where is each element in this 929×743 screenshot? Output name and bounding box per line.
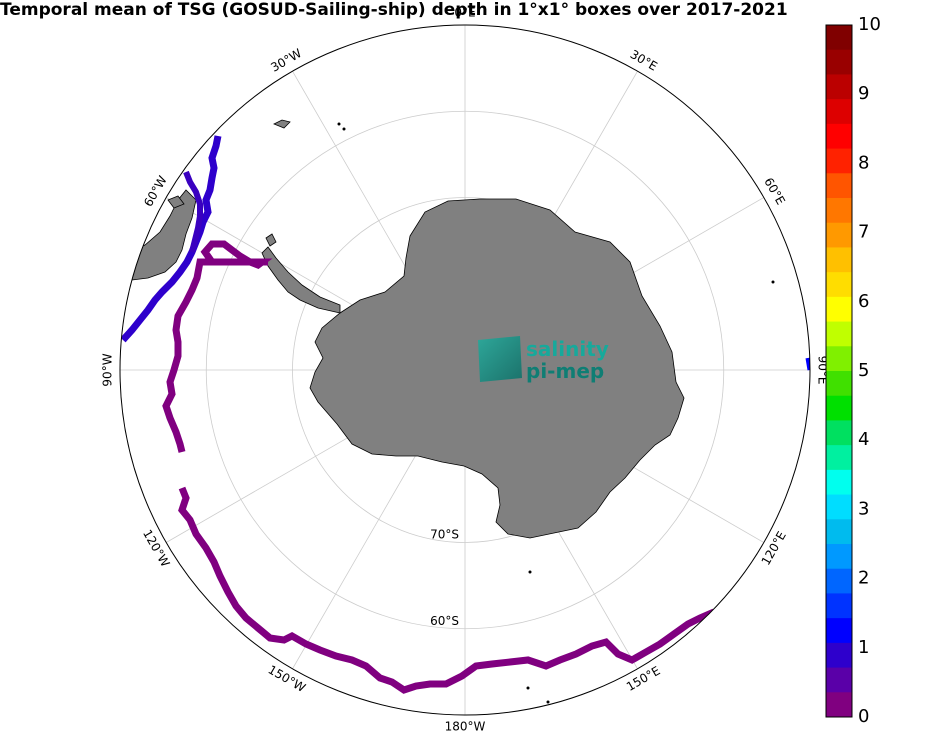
- colorbar-segment: [826, 667, 852, 693]
- south-georgia: [273, 119, 291, 129]
- colorbar-segment: [826, 395, 852, 421]
- logo-text-salinity: salinity: [526, 337, 609, 361]
- colorbar-segment: [826, 494, 852, 520]
- sandwich-island-dot: [342, 127, 346, 131]
- colorbar-segment: [826, 222, 852, 248]
- colorbar-segment: [826, 544, 852, 570]
- meridian-label-90w: 90°W: [101, 353, 115, 386]
- parallel-label-60s: 60°S: [430, 614, 459, 628]
- colorbar-segment: [826, 247, 852, 273]
- parallel-labels: 70°S 60°S: [430, 528, 459, 628]
- kerguelen-island-dot: [771, 280, 775, 284]
- colorbar-segment: [826, 420, 852, 446]
- colorbar-segment: [826, 123, 852, 150]
- colorbar-segment: [826, 198, 852, 224]
- colorbar-segment: [826, 173, 852, 199]
- colorbar-segment: [826, 445, 852, 471]
- meridian-label-0e: 0°E: [454, 6, 475, 20]
- colorbar-segment: [826, 519, 852, 545]
- colorbar-segment: [826, 642, 852, 669]
- colorbar-segment: [826, 148, 852, 174]
- colorbar: 0 1 2 3 4 5 6 7 8 9 10: [825, 14, 881, 727]
- auckland-island-dot: [526, 686, 530, 690]
- colorbar-tick-label: 2: [858, 568, 869, 589]
- colorbar-segment: [826, 568, 852, 594]
- colorbar-tick-label: 0: [858, 706, 869, 727]
- macquarie-island-dot: [546, 700, 550, 704]
- sandwich-island-dot: [337, 122, 341, 126]
- colorbar-segment: [826, 346, 852, 372]
- colorbar-segment: [826, 99, 852, 125]
- colorbar-tick-label: 10: [858, 14, 881, 35]
- track-bellingshausen: [162, 240, 273, 453]
- colorbar-segment: [826, 49, 852, 75]
- track-drake-passage-east: [183, 170, 203, 253]
- balleny-island-dot: [528, 570, 532, 574]
- colorbar-segment: [826, 371, 852, 397]
- colorbar-tick-label: 7: [858, 222, 869, 243]
- colorbar-tick-label: 5: [858, 360, 869, 381]
- salinity-pimep-logo: salinity pi-mep: [478, 336, 609, 383]
- colorbar-tick-label: 6: [858, 291, 869, 312]
- colorbar-tick-label: 4: [858, 429, 869, 450]
- colorbar-tick-label: 9: [858, 83, 869, 104]
- figure-title: Temporal mean of TSG (GOSUD-Sailing-ship…: [0, 0, 788, 20]
- track-amundsen-ross: [178, 486, 716, 694]
- colorbar-segment: [826, 321, 852, 347]
- colorbar-segment: [826, 593, 852, 619]
- colorbar-frame: [825, 24, 853, 718]
- colorbar-segment: [826, 272, 852, 298]
- colorbar-segment: [826, 25, 852, 51]
- colorbar-tick-label: 1: [858, 637, 869, 658]
- colorbar-segment: [826, 692, 852, 718]
- falkland-islands: [167, 195, 185, 209]
- colorbar-tick-label: 3: [858, 498, 869, 519]
- colorbar-tick-label: 8: [858, 152, 869, 173]
- parallel-label-70s: 70°S: [430, 528, 459, 542]
- colorbar-segment: [826, 296, 852, 323]
- colorbar-segment: [826, 618, 852, 644]
- logo-text-pimep: pi-mep: [526, 359, 604, 383]
- colorbar-segment: [826, 74, 852, 100]
- colorbar-segment: [826, 469, 852, 496]
- meridian-label-180w: 180°W: [445, 720, 486, 734]
- map-boundary: [119, 24, 811, 716]
- antarctic-peninsula: [261, 246, 341, 314]
- south-shetland-islands: [265, 233, 277, 247]
- logo-mark-icon: [478, 336, 522, 382]
